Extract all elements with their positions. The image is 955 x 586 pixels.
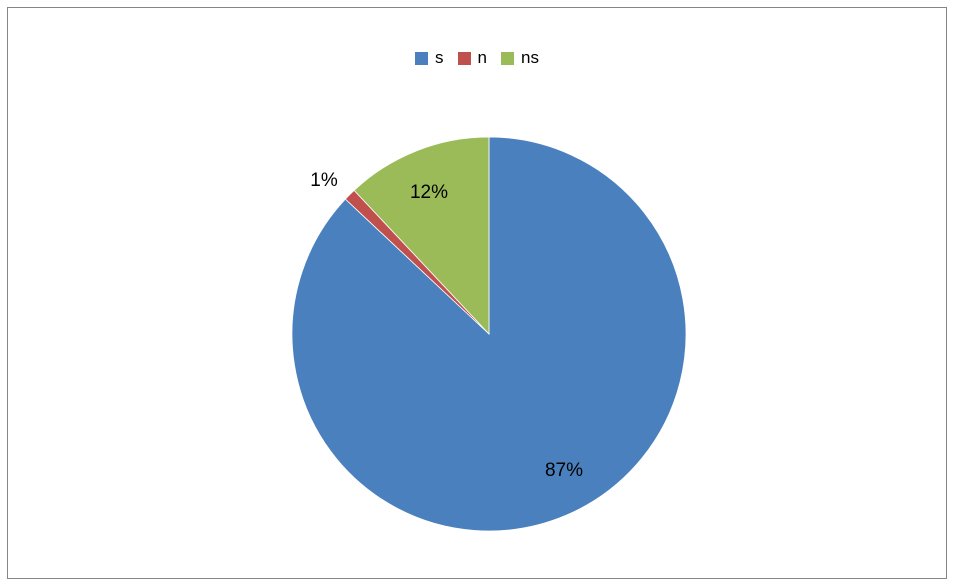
pie-slice-s <box>291 136 687 532</box>
legend-item-s: s <box>415 48 444 68</box>
legend-item-n: n <box>457 48 487 68</box>
chart-area: s n ns 87% 1% 12% <box>7 7 947 579</box>
legend-swatch-ns <box>501 51 514 65</box>
legend: s n ns <box>8 48 946 68</box>
pie-slices <box>291 136 687 532</box>
legend-swatch-n <box>457 51 471 65</box>
data-label-n: 1% <box>310 170 338 191</box>
legend-item-ns: ns <box>501 48 539 68</box>
data-label-ns: 12% <box>410 182 448 203</box>
pie-chart: 87% 1% 12% <box>291 136 687 532</box>
legend-label-ns: ns <box>521 48 539 67</box>
pie-data-labels: 87% 1% 12% <box>310 170 583 481</box>
data-label-s: 87% <box>545 460 583 481</box>
legend-swatch-s <box>415 51 429 65</box>
legend-label-n: n <box>477 48 487 67</box>
legend-label-s: s <box>435 48 444 67</box>
pie-slice-ns <box>353 136 490 336</box>
